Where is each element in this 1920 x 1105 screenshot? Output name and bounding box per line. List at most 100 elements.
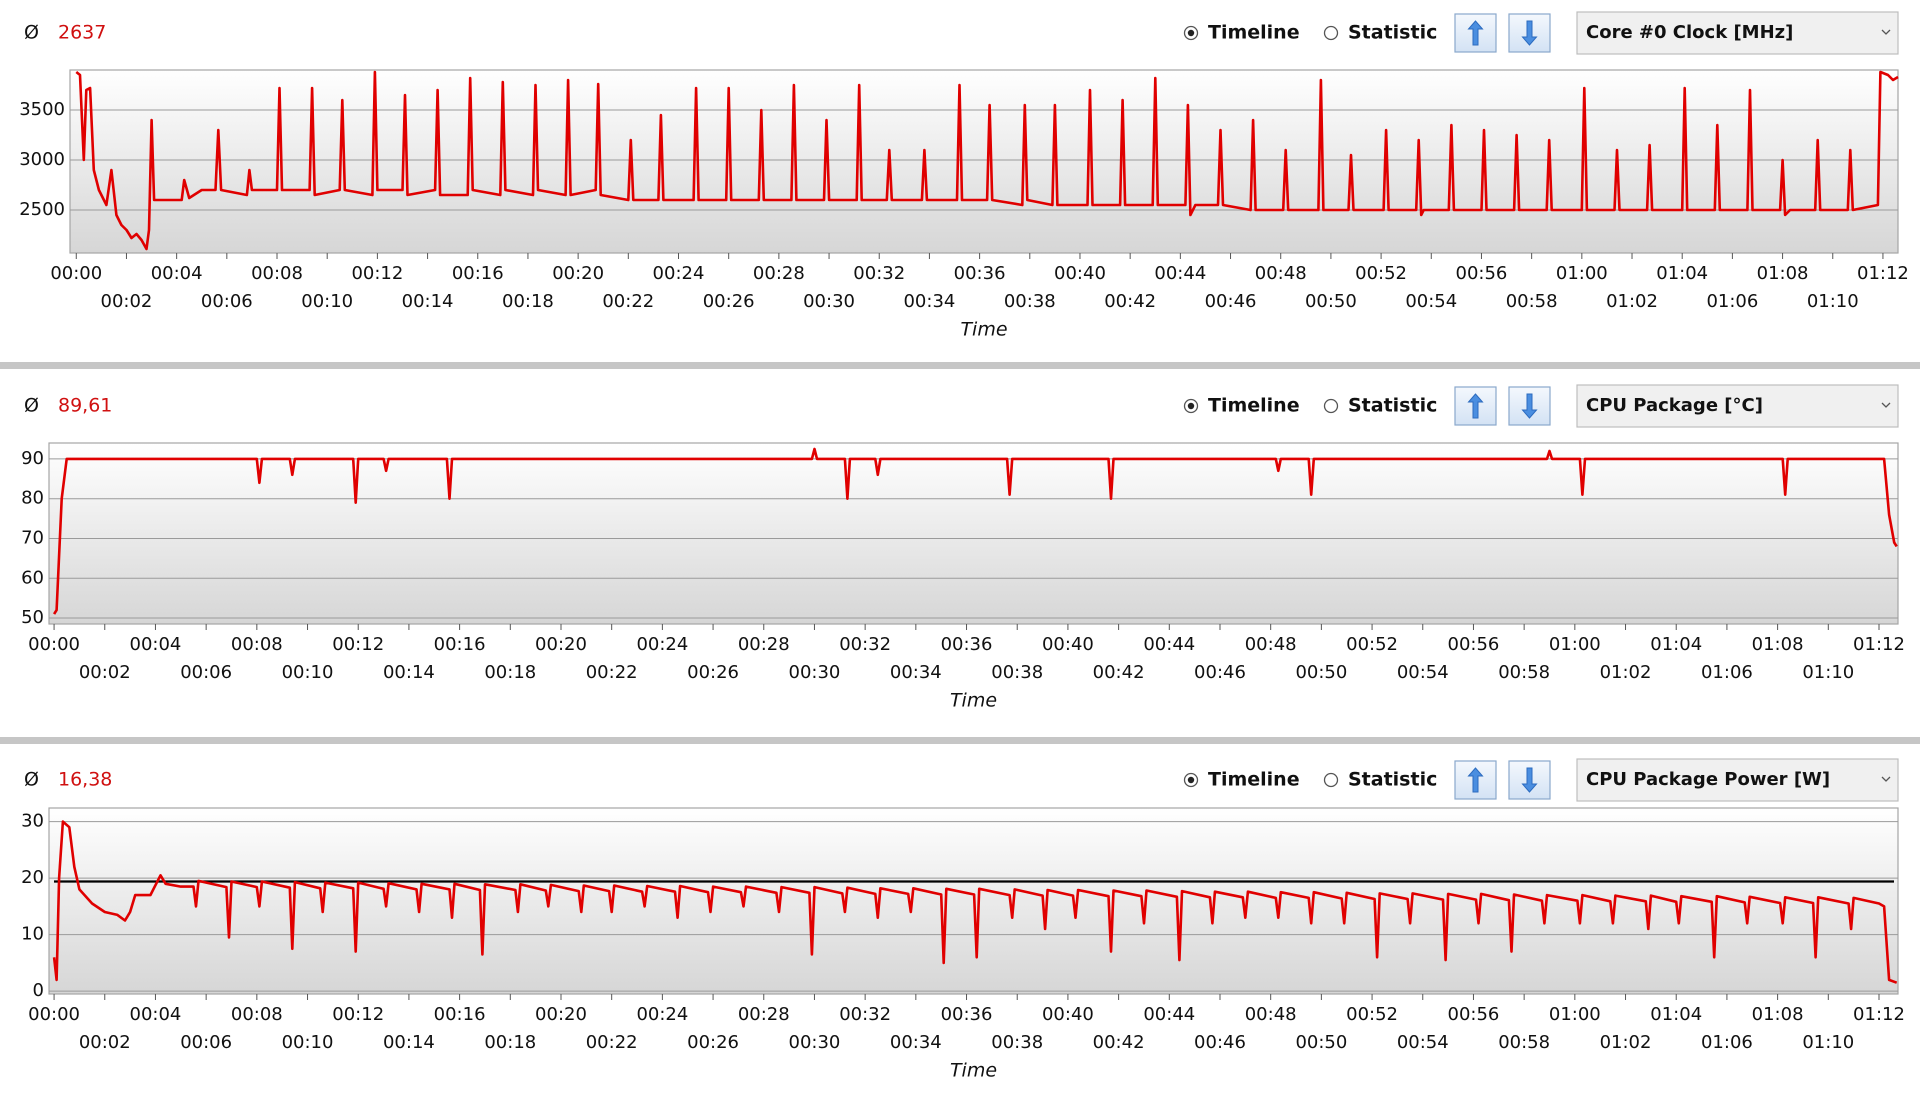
y-tick-label: 50 xyxy=(21,607,44,628)
dropdown-chevron xyxy=(1881,776,1891,782)
dropdown-chevron xyxy=(1881,29,1891,35)
x-tick-label: 00:12 xyxy=(332,634,384,655)
x-tick-label: 01:10 xyxy=(1807,291,1859,312)
radio-button[interactable] xyxy=(1323,25,1339,41)
x-tick-label: 00:14 xyxy=(402,291,454,312)
x-tick-label: 00:30 xyxy=(789,662,841,683)
x-tick-label: 01:06 xyxy=(1706,291,1758,312)
x-tick-label: 01:08 xyxy=(1757,263,1809,284)
average-symbol: Ø xyxy=(24,395,39,417)
x-tick-label: 00:34 xyxy=(903,291,955,312)
x-tick-label: 00:52 xyxy=(1346,1004,1398,1025)
x-tick-label: 00:28 xyxy=(753,263,805,284)
x-tick-label: 00:40 xyxy=(1042,1004,1094,1025)
x-tick-label: 00:16 xyxy=(434,634,486,655)
radio-label[interactable]: Timeline xyxy=(1208,769,1300,791)
x-tick-label: 00:44 xyxy=(1143,634,1195,655)
x-tick-label: 00:04 xyxy=(130,1004,182,1025)
arrow-icon xyxy=(1467,20,1484,46)
x-tick-label: 00:44 xyxy=(1143,1004,1195,1025)
x-tick-label: 00:48 xyxy=(1245,1004,1297,1025)
radio-dot xyxy=(1187,29,1195,37)
average-value: 89,61 xyxy=(58,395,112,417)
radio-label[interactable]: Statistic xyxy=(1348,769,1437,791)
x-tick-label: 00:36 xyxy=(954,263,1006,284)
x-tick-label: 01:12 xyxy=(1853,1004,1905,1025)
x-tick-label: 00:06 xyxy=(180,662,232,683)
radio-button[interactable] xyxy=(1323,398,1339,414)
y-tick-label: 10 xyxy=(21,924,44,945)
x-tick-label: 00:28 xyxy=(738,634,790,655)
x-tick-label: 00:32 xyxy=(853,263,905,284)
x-tick-label: 00:48 xyxy=(1245,634,1297,655)
x-tick-label: 00:58 xyxy=(1506,291,1558,312)
sensor-dropdown[interactable] xyxy=(1576,758,1899,802)
average-symbol: Ø xyxy=(24,769,39,791)
x-tick-label: 00:18 xyxy=(484,1032,536,1053)
sensor-dropdown-label: CPU Package Power [W] xyxy=(1586,769,1830,790)
sensor-dropdown[interactable] xyxy=(1576,384,1899,428)
x-tick-label: 00:54 xyxy=(1405,291,1457,312)
x-tick-label: 00:08 xyxy=(231,634,283,655)
x-tick-label: 00:46 xyxy=(1205,291,1257,312)
x-tick-label: 00:32 xyxy=(839,1004,891,1025)
x-axis-label: Time xyxy=(960,319,1007,341)
x-tick-label: 00:16 xyxy=(452,263,504,284)
x-tick-label: 01:12 xyxy=(1857,263,1909,284)
x-tick-label: 00:12 xyxy=(351,263,403,284)
x-tick-label: 00:10 xyxy=(282,1032,334,1053)
x-tick-label: 00:56 xyxy=(1448,1004,1500,1025)
sensor-dropdown[interactable] xyxy=(1576,11,1899,55)
x-tick-label: 00:20 xyxy=(535,1004,587,1025)
x-tick-label: 00:34 xyxy=(890,662,942,683)
y-tick-label: 80 xyxy=(21,488,44,509)
x-tick-label: 00:24 xyxy=(653,263,705,284)
average-value: 16,38 xyxy=(58,769,112,791)
x-tick-label: 00:04 xyxy=(130,634,182,655)
radio-label[interactable]: Timeline xyxy=(1208,22,1300,44)
x-tick-label: 00:38 xyxy=(991,1032,1043,1053)
x-tick-label: 01:10 xyxy=(1802,662,1854,683)
x-tick-label: 01:00 xyxy=(1549,1004,1601,1025)
x-tick-label: 01:04 xyxy=(1650,634,1702,655)
y-tick-label: 30 xyxy=(21,811,44,832)
x-tick-label: 00:48 xyxy=(1255,263,1307,284)
x-tick-label: 00:00 xyxy=(28,634,80,655)
panel-separator xyxy=(0,362,1920,369)
x-tick-label: 00:56 xyxy=(1456,263,1508,284)
x-tick-label: 01:02 xyxy=(1606,291,1658,312)
x-tick-label: 00:02 xyxy=(101,291,153,312)
x-tick-label: 01:04 xyxy=(1650,1004,1702,1025)
x-tick-label: 01:06 xyxy=(1701,1032,1753,1053)
y-tick-label: 60 xyxy=(21,567,44,588)
radio-label[interactable]: Timeline xyxy=(1208,395,1300,417)
x-tick-label: 00:00 xyxy=(50,263,102,284)
radio-label[interactable]: Statistic xyxy=(1348,22,1437,44)
x-tick-label: 01:02 xyxy=(1600,662,1652,683)
average-symbol: Ø xyxy=(24,22,39,44)
radio-button[interactable] xyxy=(1323,772,1339,788)
data-line xyxy=(52,820,1898,984)
sensor-dropdown-label: Core #0 Clock [MHz] xyxy=(1586,22,1793,43)
x-tick-label: 00:06 xyxy=(201,291,253,312)
x-tick-label: 00:02 xyxy=(79,662,131,683)
x-tick-label: 00:44 xyxy=(1154,263,1206,284)
x-tick-label: 00:54 xyxy=(1397,1032,1449,1053)
y-tick-label: 0 xyxy=(33,980,44,1001)
x-tick-label: 00:26 xyxy=(687,1032,739,1053)
radio-dot xyxy=(1187,402,1195,410)
x-tick-label: 00:22 xyxy=(586,1032,638,1053)
x-axis-label: Time xyxy=(950,690,997,712)
radio-label[interactable]: Statistic xyxy=(1348,395,1437,417)
arrow-icon xyxy=(1467,767,1484,793)
x-tick-label: 00:06 xyxy=(180,1032,232,1053)
y-tick-label: 20 xyxy=(21,867,44,888)
x-axis-label: Time xyxy=(950,1060,997,1082)
data-line xyxy=(52,447,1898,615)
x-tick-label: 01:08 xyxy=(1752,634,1804,655)
x-tick-label: 00:40 xyxy=(1042,634,1094,655)
x-tick-label: 00:12 xyxy=(332,1004,384,1025)
x-tick-label: 01:00 xyxy=(1556,263,1608,284)
